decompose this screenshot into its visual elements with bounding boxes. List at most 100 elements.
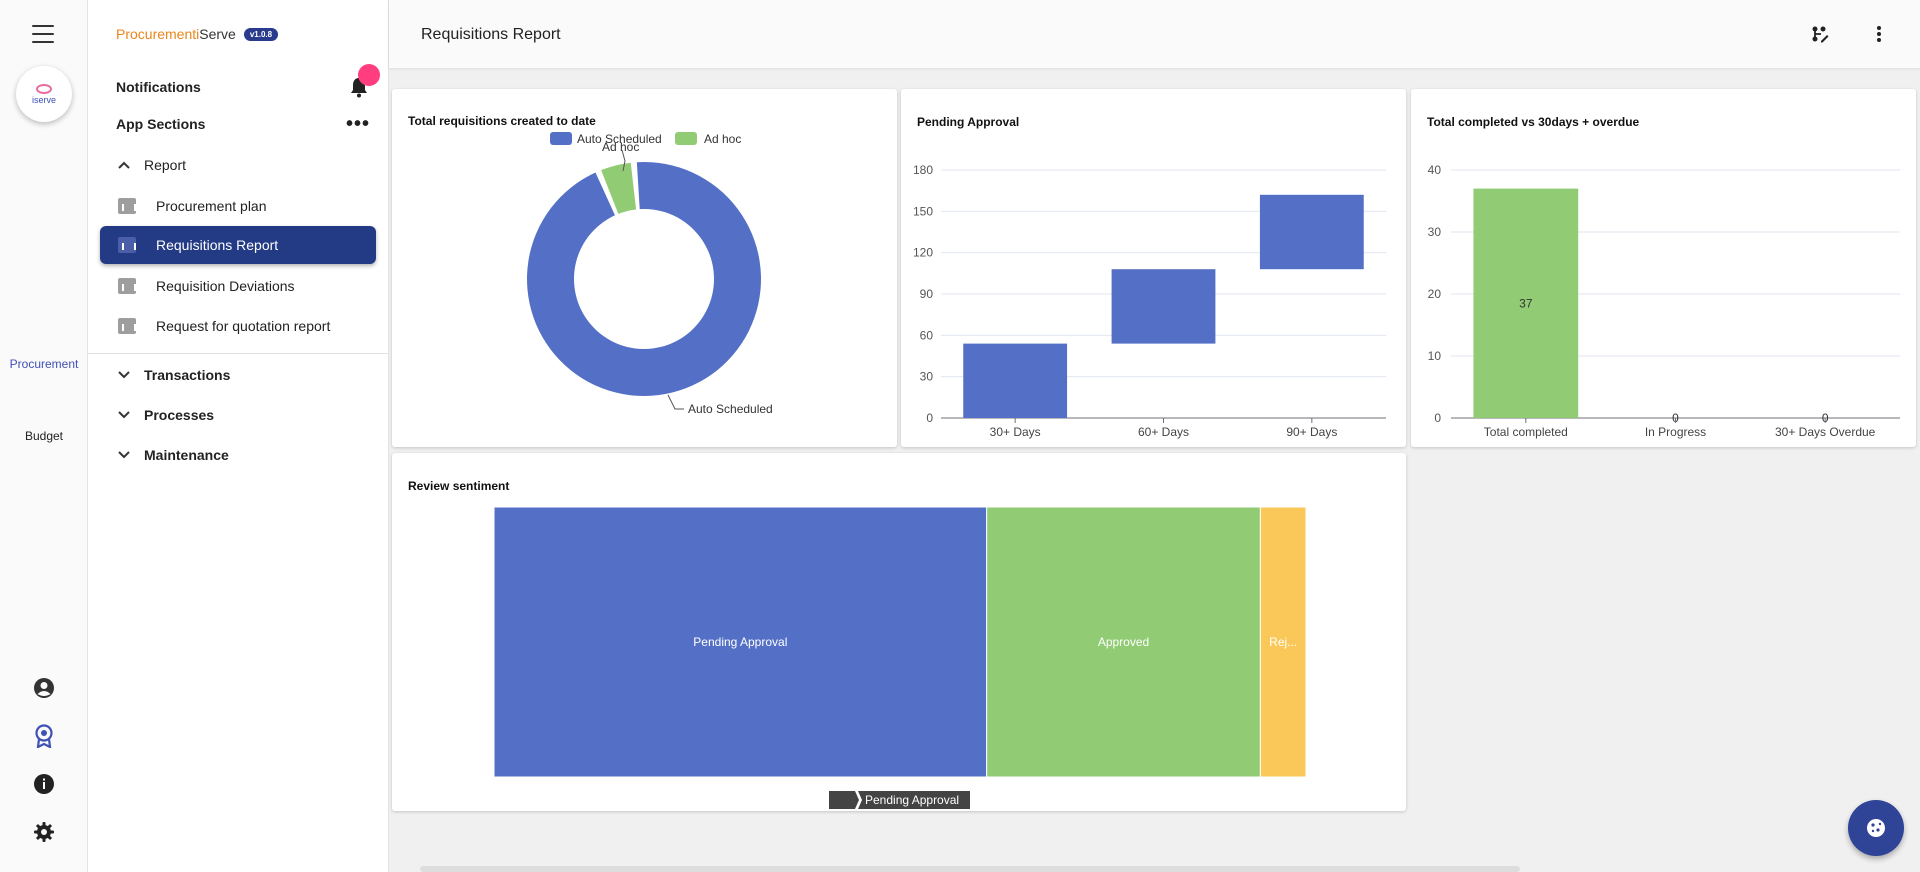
hamburger-menu-icon[interactable] <box>28 22 58 46</box>
account-icon[interactable] <box>32 676 56 700</box>
legend-swatch-auto-scheduled[interactable] <box>550 132 572 145</box>
treemap-cell-label: Rej... <box>1269 635 1297 649</box>
bar-60-days[interactable] <box>1111 269 1216 344</box>
section-transactions-label: Transactions <box>144 367 231 383</box>
top-bar: Requisitions Report <box>389 0 1920 68</box>
y-tick-label: 120 <box>913 246 933 260</box>
y-tick-label: 0 <box>926 411 933 425</box>
edit-layout-icon[interactable] <box>1808 22 1832 46</box>
x-tick-label: 60+ Days <box>1138 425 1189 439</box>
label-leader-auto-scheduled <box>667 394 684 410</box>
legend-label-ad-hoc[interactable]: Ad hoc <box>704 132 741 146</box>
chart-title: Pending Approval <box>917 115 1020 129</box>
bar-value-label: 37 <box>1519 296 1533 310</box>
section-transactions[interactable]: Transactions <box>118 367 230 383</box>
x-tick-label: Total completed <box>1484 425 1568 439</box>
y-tick-label: 10 <box>1428 349 1442 363</box>
nav-item-rfq-report[interactable]: Request for quotation report <box>100 307 376 345</box>
y-tick-label: 60 <box>920 328 934 342</box>
donut-slice-ad-hoc[interactable] <box>601 162 637 214</box>
treemap-cell-approved[interactable] <box>986 506 1261 778</box>
review-sentiment-treemap: Pending Approval Pending Approval Approve… <box>493 506 1307 809</box>
bell-icon[interactable] <box>348 64 380 98</box>
slice-label-auto-scheduled: Auto Scheduled <box>688 402 773 416</box>
card-pending-approval: Pending Approval 0 30 60 90 120 150 180 30+ Day… <box>901 89 1406 447</box>
notifications-label: Notifications <box>116 79 201 95</box>
report-icon <box>118 318 136 334</box>
notification-dot <box>358 64 380 86</box>
pending-approval-chart: 0 30 60 90 120 150 180 30+ Days 60+ Days 90+ Days <box>913 163 1386 439</box>
donut-slices <box>527 162 761 396</box>
horizontal-scrollbar[interactable] <box>420 866 1520 872</box>
legend-swatch-ad-hoc[interactable] <box>675 132 697 145</box>
brand-name-part2: Serve <box>199 26 236 42</box>
logo-text: iserve <box>31 94 56 105</box>
y-tick-label: 20 <box>1428 287 1442 301</box>
section-report[interactable]: Report <box>118 157 186 173</box>
nav-item-label: Requisitions Report <box>156 237 279 253</box>
legend-label-auto-scheduled[interactable]: Auto Scheduled <box>577 132 662 146</box>
more-vertical-icon[interactable] <box>1867 22 1891 46</box>
y-tick-label: 30 <box>920 370 934 384</box>
chevron-up-icon <box>118 158 144 172</box>
info-icon[interactable] <box>32 772 56 796</box>
x-tick-label: 90+ Days <box>1286 425 1337 439</box>
report-icon <box>118 198 136 214</box>
chart-title: Total requisitions created to date <box>408 114 596 128</box>
sidebar: Procurementi Serve v1.0.8 Notifications A… <box>88 0 389 872</box>
notifications-row[interactable]: Notifications <box>116 64 380 98</box>
y-tick-label: 30 <box>1428 225 1442 239</box>
y-tick-label: 90 <box>920 287 934 301</box>
chevron-down-icon <box>118 408 144 422</box>
chart-title: Review sentiment <box>408 479 510 493</box>
version-badge: v1.0.8 <box>243 27 279 41</box>
nav-item-requisitions-report[interactable]: Requisitions Report <box>100 226 376 264</box>
nav-item-procurement-plan[interactable]: Procurement plan <box>100 187 376 225</box>
breadcrumb-root[interactable] <box>829 791 859 809</box>
section-report-label: Report <box>144 157 187 173</box>
card-total-completed: Total completed vs 30days + overdue 0 10 2… <box>1411 89 1916 447</box>
slice-label-ad-hoc: Ad hoc <box>602 140 639 154</box>
label-leader-ad-hoc <box>621 149 626 172</box>
x-tick-label: 30+ Days <box>990 425 1041 439</box>
treemap-cell-rejected[interactable] <box>1259 506 1307 778</box>
chart-title: Total completed vs 30days + overdue <box>1427 115 1640 129</box>
breadcrumb-item[interactable] <box>858 791 970 809</box>
logo-mark-icon <box>36 83 52 94</box>
card-total-requisitions: Total requisitions created to date Auto … <box>392 89 897 447</box>
bar-90-days[interactable] <box>1259 194 1364 270</box>
brand: Procurementi Serve v1.0.8 <box>116 26 279 42</box>
cookie-settings-button[interactable] <box>1848 800 1904 856</box>
rail-link-budget[interactable]: Budget <box>24 429 64 443</box>
brand-name-part1: Procurementi <box>116 26 200 42</box>
page-title: Requisitions Report <box>421 26 561 43</box>
bar-30-days[interactable] <box>963 343 1068 418</box>
report-icon <box>118 237 136 253</box>
bar-total-completed[interactable] <box>1473 188 1579 418</box>
chevron-down-icon <box>118 448 144 462</box>
donut-chart: Auto Scheduled Ad hoc Ad hoc Auto Schedu… <box>527 132 773 416</box>
section-processes[interactable]: Processes <box>118 407 214 423</box>
treemap-cell-pending-approval[interactable] <box>493 506 988 778</box>
y-tick-label: 0 <box>1434 411 1441 425</box>
y-tick-label: 150 <box>913 204 933 218</box>
app-logo[interactable]: iserve <box>16 66 72 122</box>
treemap-cell-label: Approved <box>1098 635 1149 649</box>
more-horizontal-icon[interactable]: ••• <box>345 113 370 135</box>
settings-gear-icon[interactable] <box>32 820 56 844</box>
sidebar-divider <box>88 353 388 354</box>
y-tick-label: 180 <box>913 163 933 177</box>
donut-slice-auto-scheduled[interactable] <box>527 162 761 396</box>
nav-item-label: Request for quotation report <box>156 318 331 334</box>
y-tick-label: 40 <box>1428 163 1442 177</box>
report-icon <box>118 278 136 294</box>
app-sections-label: App Sections <box>116 116 206 132</box>
treemap-cell-label: Pending Approval <box>693 635 787 649</box>
rail-link-procurement[interactable]: Procurement <box>9 357 79 371</box>
award-badge-icon[interactable] <box>32 724 56 748</box>
nav-item-requisition-deviations[interactable]: Requisition Deviations <box>100 267 376 305</box>
nav-item-label: Requisition Deviations <box>156 278 295 294</box>
card-review-sentiment: Review sentiment Pending Approval Pendin… <box>392 453 1406 811</box>
section-maintenance[interactable]: Maintenance <box>118 447 229 463</box>
